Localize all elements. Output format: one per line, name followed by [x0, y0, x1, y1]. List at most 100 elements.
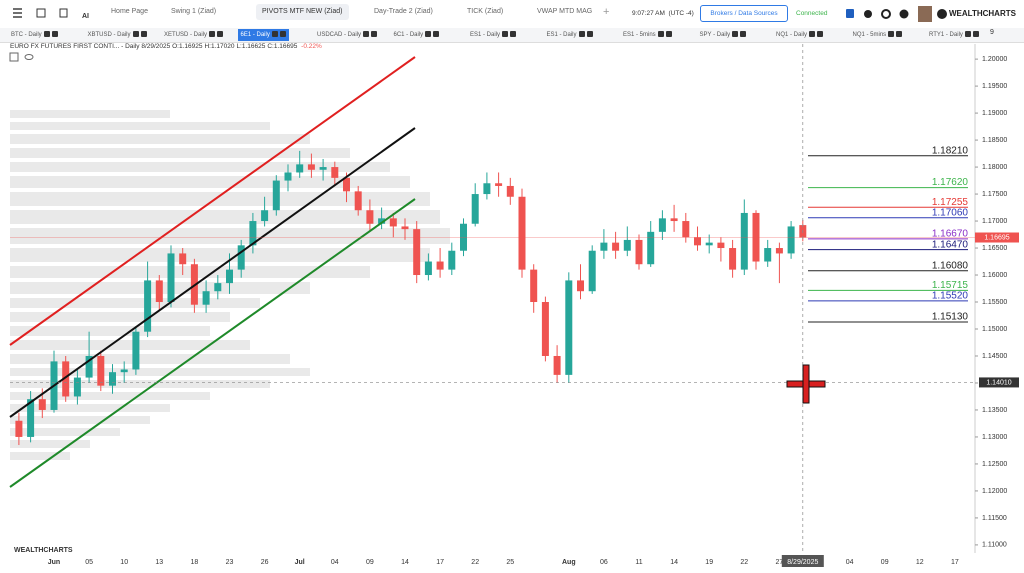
- x-tick-label: 14: [670, 559, 678, 566]
- tab-icon[interactable]: [657, 31, 664, 38]
- help-icon[interactable]: [899, 9, 909, 19]
- x-tick-label: 04: [331, 559, 339, 566]
- tab-icon[interactable]: [665, 31, 672, 38]
- tab-icon[interactable]: [740, 31, 747, 38]
- symbol-tab[interactable]: ES1 - 5mins: [620, 29, 675, 41]
- tab-icon[interactable]: [371, 31, 378, 38]
- x-tick-label: 09: [881, 559, 889, 566]
- tab-icon[interactable]: [578, 31, 585, 38]
- cursor-v: [802, 364, 810, 404]
- workspace-tab[interactable]: TICK (Ziad): [461, 4, 509, 20]
- symbol-tab[interactable]: 6C1 - Daily: [391, 29, 443, 41]
- save-icon[interactable]: [846, 9, 854, 18]
- symbol-tab[interactable]: XETUSD - Daily: [161, 29, 226, 41]
- level-label: 1.17620: [932, 177, 969, 188]
- candle-body: [272, 180, 280, 211]
- tab-icon[interactable]: [43, 31, 50, 38]
- tab-icon[interactable]: [896, 31, 903, 38]
- tab-icon[interactable]: [51, 31, 58, 38]
- x-tick-label: 09: [366, 559, 374, 566]
- layout-icon[interactable]: [36, 8, 46, 18]
- tab-icon[interactable]: [888, 31, 895, 38]
- add-tab[interactable]: +: [603, 6, 610, 18]
- last-price-tag: [975, 232, 1019, 243]
- x-tick-label: 23: [226, 559, 234, 566]
- broker-button[interactable]: Brokers / Data Sources: [700, 5, 788, 22]
- candle-body: [27, 399, 35, 437]
- tab-icon[interactable]: [279, 31, 286, 38]
- tab-icon[interactable]: [217, 31, 224, 38]
- candle-body: [565, 280, 573, 375]
- candle-body: [296, 164, 304, 173]
- candle-body: [635, 239, 643, 265]
- symbol-tab[interactable]: 6E1 - Daily: [237, 29, 289, 41]
- workspace-tab-label: VWAP MTD MAG: [537, 8, 593, 15]
- tab-icon[interactable]: [586, 31, 593, 38]
- symbol-tab[interactable]: NQ1 - 5mins: [850, 29, 906, 41]
- tab-icon[interactable]: [972, 31, 979, 38]
- tab-icon[interactable]: [964, 31, 971, 38]
- symbol-tab[interactable]: SPY - Daily: [697, 29, 750, 41]
- symbol-tab[interactable]: BTC - Daily: [8, 29, 61, 41]
- workspace-tab[interactable]: Day-Trade 2 (Ziad): [368, 4, 439, 20]
- workspace-tab[interactable]: Swing 1 (Ziad): [165, 4, 222, 20]
- y-tick-label: 1.14500: [982, 353, 1007, 360]
- tab-icon[interactable]: [363, 31, 370, 38]
- y-tick-label: 1.18000: [982, 164, 1007, 171]
- workspace-tab[interactable]: Home Page: [105, 4, 154, 20]
- symbol-tab[interactable]: NQ1 - Daily: [773, 29, 826, 41]
- trend-line-lower[interactable]: [9, 198, 416, 488]
- tab-icon[interactable]: [209, 31, 216, 38]
- candle-body: [577, 280, 584, 292]
- workspace-tab-label: Home Page: [111, 8, 148, 15]
- candle-body: [331, 167, 339, 178]
- x-tick-label: 10: [120, 559, 128, 566]
- symbol-tab[interactable]: ES1 - Daily: [544, 29, 596, 41]
- candle-body: [647, 231, 655, 265]
- clock-tz: (UTC -4): [668, 10, 694, 17]
- symbol-tab[interactable]: XBTUSD - Daily: [85, 29, 150, 41]
- symbol-tab-label: 6C1 - Daily: [393, 32, 424, 38]
- level-label: 1.15130: [932, 312, 969, 323]
- watermark: WEALTHCHARTS: [14, 547, 73, 554]
- visibility-icon[interactable]: [24, 54, 34, 60]
- symbol-tab[interactable]: USDCAD - Daily: [314, 29, 380, 41]
- tab-icon[interactable]: [732, 31, 739, 38]
- tab-icon[interactable]: [502, 31, 509, 38]
- workspace-tab[interactable]: PIVOTS MTF NEW (Ziad): [256, 4, 349, 20]
- candle-body: [389, 218, 397, 227]
- ai-label[interactable]: AI: [82, 13, 89, 20]
- x-tick-label: 26: [261, 559, 269, 566]
- avatar[interactable]: [918, 6, 932, 22]
- trend-line-middle[interactable]: [9, 127, 416, 418]
- symbol-tab[interactable]: RTY1 - Daily: [926, 29, 982, 41]
- tab-icon[interactable]: [510, 31, 517, 38]
- candle-body: [740, 212, 748, 270]
- tab-icon[interactable]: [425, 31, 432, 38]
- workspace-tab[interactable]: VWAP MTD MAG: [531, 4, 598, 20]
- clock-time: 9:07:27 AM: [632, 10, 665, 17]
- candle-body: [284, 172, 292, 181]
- tab-icon[interactable]: [271, 31, 278, 38]
- x-tick-highlight: [781, 555, 824, 567]
- price-change: -0.22%: [301, 43, 322, 50]
- tab-icon[interactable]: [433, 31, 440, 38]
- menu-icon[interactable]: [13, 8, 22, 18]
- tab-icon[interactable]: [809, 31, 816, 38]
- symbol-tab[interactable]: ES1 - Daily: [467, 29, 519, 41]
- tab-icon[interactable]: [140, 31, 147, 38]
- tab-icon[interactable]: [132, 31, 139, 38]
- ohlc-value: C:1.16695: [267, 43, 298, 50]
- alert-icon[interactable]: [864, 10, 872, 18]
- level-label: 1.15520: [932, 291, 969, 302]
- trend-line-upper[interactable]: [9, 56, 416, 346]
- x-tick-label: Jun: [48, 559, 60, 566]
- tab-icon[interactable]: [817, 31, 824, 38]
- copy-icon[interactable]: [59, 8, 68, 18]
- expand-icon[interactable]: [9, 52, 19, 62]
- settings-icon[interactable]: [881, 9, 891, 19]
- candle-body: [682, 221, 690, 238]
- ohlc-values: O:1.16925 H:1.17020 L:1.16625 C:1.16695: [172, 43, 299, 50]
- candle-body: [15, 420, 23, 437]
- candle-body: [214, 283, 222, 292]
